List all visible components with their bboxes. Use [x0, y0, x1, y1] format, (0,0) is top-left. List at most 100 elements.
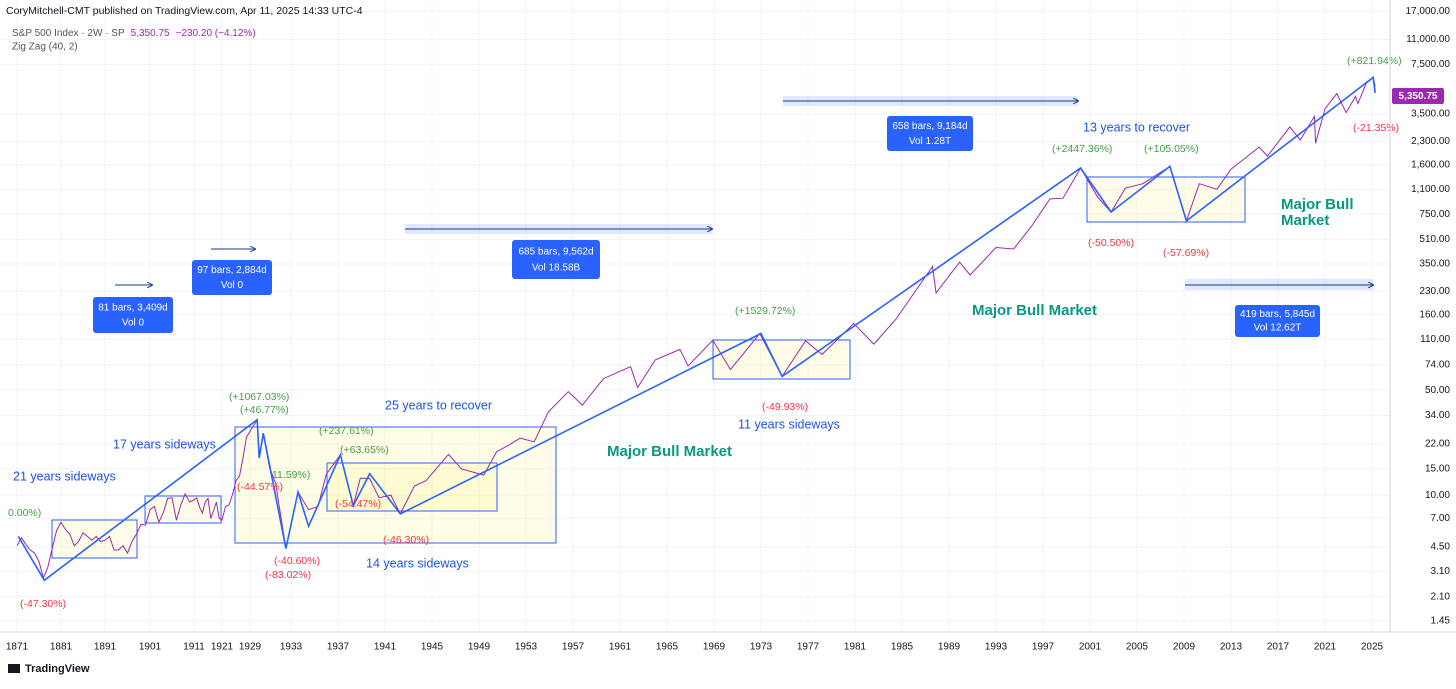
measure-range: 658 bars, 9,184d: [892, 121, 967, 132]
y-tick-label: 1,100.00: [1411, 184, 1450, 195]
measure-volume: Vol 0: [221, 280, 244, 291]
measure-range: 685 bars, 9,562d: [518, 246, 593, 257]
zigzag-label: (-83.02%): [265, 569, 311, 581]
x-tick-label: 1871: [6, 642, 29, 653]
x-tick-label: 1945: [421, 642, 444, 653]
zigzag-label: (+2447.36%): [1052, 143, 1112, 155]
x-tick-label: 2009: [1173, 642, 1196, 653]
y-tick-label: 1,600.00: [1411, 160, 1450, 171]
zigzag-label: (-46.30%): [383, 534, 429, 546]
x-tick-label: 1949: [468, 642, 491, 653]
legend: S&P 500 Index · 2W · SP 5,350.75 −230.20 (…: [12, 28, 256, 39]
publisher: CoryMitchell-CMT published on TradingVie…: [6, 5, 363, 17]
x-tick-label: 1933: [280, 642, 303, 653]
range-box: [234, 426, 557, 544]
x-tick-label: 1973: [750, 642, 773, 653]
measure-bands: [115, 96, 1373, 290]
zigzag-label: (+46.77%): [240, 404, 289, 416]
x-tick-label: 1993: [985, 642, 1008, 653]
bull-label: Major Bull Market: [972, 302, 1097, 319]
range-box: [1086, 176, 1246, 223]
zigzag-label: 0.00%): [8, 507, 41, 519]
y-tick-label: 110.00: [1420, 334, 1450, 345]
measure-box: [93, 297, 173, 333]
y-tick-label: 350.00: [1419, 258, 1450, 269]
x-tick-label: 1961: [609, 642, 632, 653]
measure-range: 97 bars, 2,884d: [197, 265, 267, 276]
x-tick-label: 1937: [327, 642, 350, 653]
x-tick-label: 1989: [938, 642, 961, 653]
y-tick-label: 34.00: [1425, 410, 1450, 421]
measure-box: [512, 240, 600, 279]
x-tick-label: 2017: [1267, 642, 1290, 653]
logo: TradingView: [8, 663, 90, 675]
x-tick-label: 1965: [656, 642, 679, 653]
zigzag-label: (-54.47%): [335, 498, 381, 510]
x-tick-label: 1941: [374, 642, 397, 653]
price-line: [16, 76, 1376, 580]
measure-box: [192, 260, 272, 295]
price: 5,350.75: [131, 28, 170, 39]
y-tick-label: 11,000.00: [1406, 34, 1450, 45]
bull-label: Major Bull: [1281, 196, 1354, 213]
x-tick-label: 2001: [1079, 642, 1102, 653]
y-tick-label: 50.00: [1425, 385, 1450, 396]
y-tick-label: 3.10: [1431, 566, 1451, 577]
zigzag-label: (-21.35%): [1353, 122, 1399, 134]
note: 21 years sideways: [13, 469, 116, 483]
note: 13 years to recover: [1083, 120, 1190, 134]
y-tick-label: 15.00: [1425, 463, 1450, 474]
x-tick-label: 1953: [515, 642, 538, 653]
x-tick-label: 1881: [50, 642, 73, 653]
note: 25 years to recover: [385, 398, 492, 412]
x-tick-label: 1891: [94, 642, 117, 653]
measure-range: 419 bars, 5,845d: [1240, 309, 1315, 320]
measure-box: [887, 116, 973, 151]
measure-volume: Vol 18.58B: [532, 263, 581, 274]
zigzag-label: 11.59%): [272, 469, 310, 481]
note: 17 years sideways: [113, 437, 216, 451]
grid: [0, 0, 1390, 632]
y-tick-label: 74.00: [1425, 360, 1450, 371]
zigzag-label: (-49.93%): [762, 401, 808, 413]
x-tick-label: 1981: [844, 642, 867, 653]
y-tick-label: 7,500.00: [1411, 59, 1450, 70]
x-tick-label: 1929: [239, 642, 262, 653]
y-tick-label: 10.00: [1425, 490, 1450, 501]
x-tick-label: 1997: [1032, 642, 1055, 653]
zigzag-label: (+1529.72%): [735, 305, 795, 317]
y-tick-label: 3,500.00: [1411, 109, 1450, 120]
x-tick-label: 1921: [211, 642, 234, 653]
symbol: S&P 500 Index · 2W · SP: [12, 28, 125, 39]
price-badge: [1392, 88, 1444, 104]
zigzag-label: (-40.60%): [274, 555, 320, 567]
y-tick-label: 510.00: [1419, 234, 1450, 245]
y-tick-label: 17,000.00: [1406, 6, 1451, 17]
price-badge-label: 5,350.75: [1399, 91, 1438, 102]
measure-box: [1235, 305, 1320, 337]
x-tick-label: 1957: [562, 642, 585, 653]
x-tick-label: 1985: [891, 642, 914, 653]
y-tick-label: 1.45: [1431, 615, 1451, 626]
x-tick-label: 1901: [139, 642, 162, 653]
note: 14 years sideways: [366, 556, 469, 570]
bull-label: Market: [1281, 212, 1329, 229]
measure-range: 81 bars, 3,409d: [98, 302, 168, 313]
measure-volume: Vol 1.28T: [909, 136, 951, 147]
logo-mark: [8, 664, 20, 673]
x-tick-label: 2005: [1126, 642, 1149, 653]
y-tick-label: 160.00: [1419, 309, 1450, 320]
y-tick-label: 22.00: [1425, 438, 1450, 449]
zigzag-label: (-50.50%): [1088, 237, 1134, 249]
y-tick-label: 230.00: [1419, 286, 1450, 297]
y-tick-label: 7.00: [1431, 513, 1451, 524]
x-tick-label: 1969: [703, 642, 726, 653]
zigzag-label: (-44.57%): [237, 481, 283, 493]
zigzag-label: (+1067.03%): [229, 391, 289, 403]
x-tick-label: 2013: [1220, 642, 1243, 653]
plot: [16, 75, 1376, 582]
annotations: 0.00%) (-47.30%) (+1067.03%)(+46.77%) (-44.…: [8, 55, 1402, 610]
measure-volume: Vol 0: [122, 318, 145, 329]
y-tick-label: 4.50: [1431, 542, 1451, 553]
